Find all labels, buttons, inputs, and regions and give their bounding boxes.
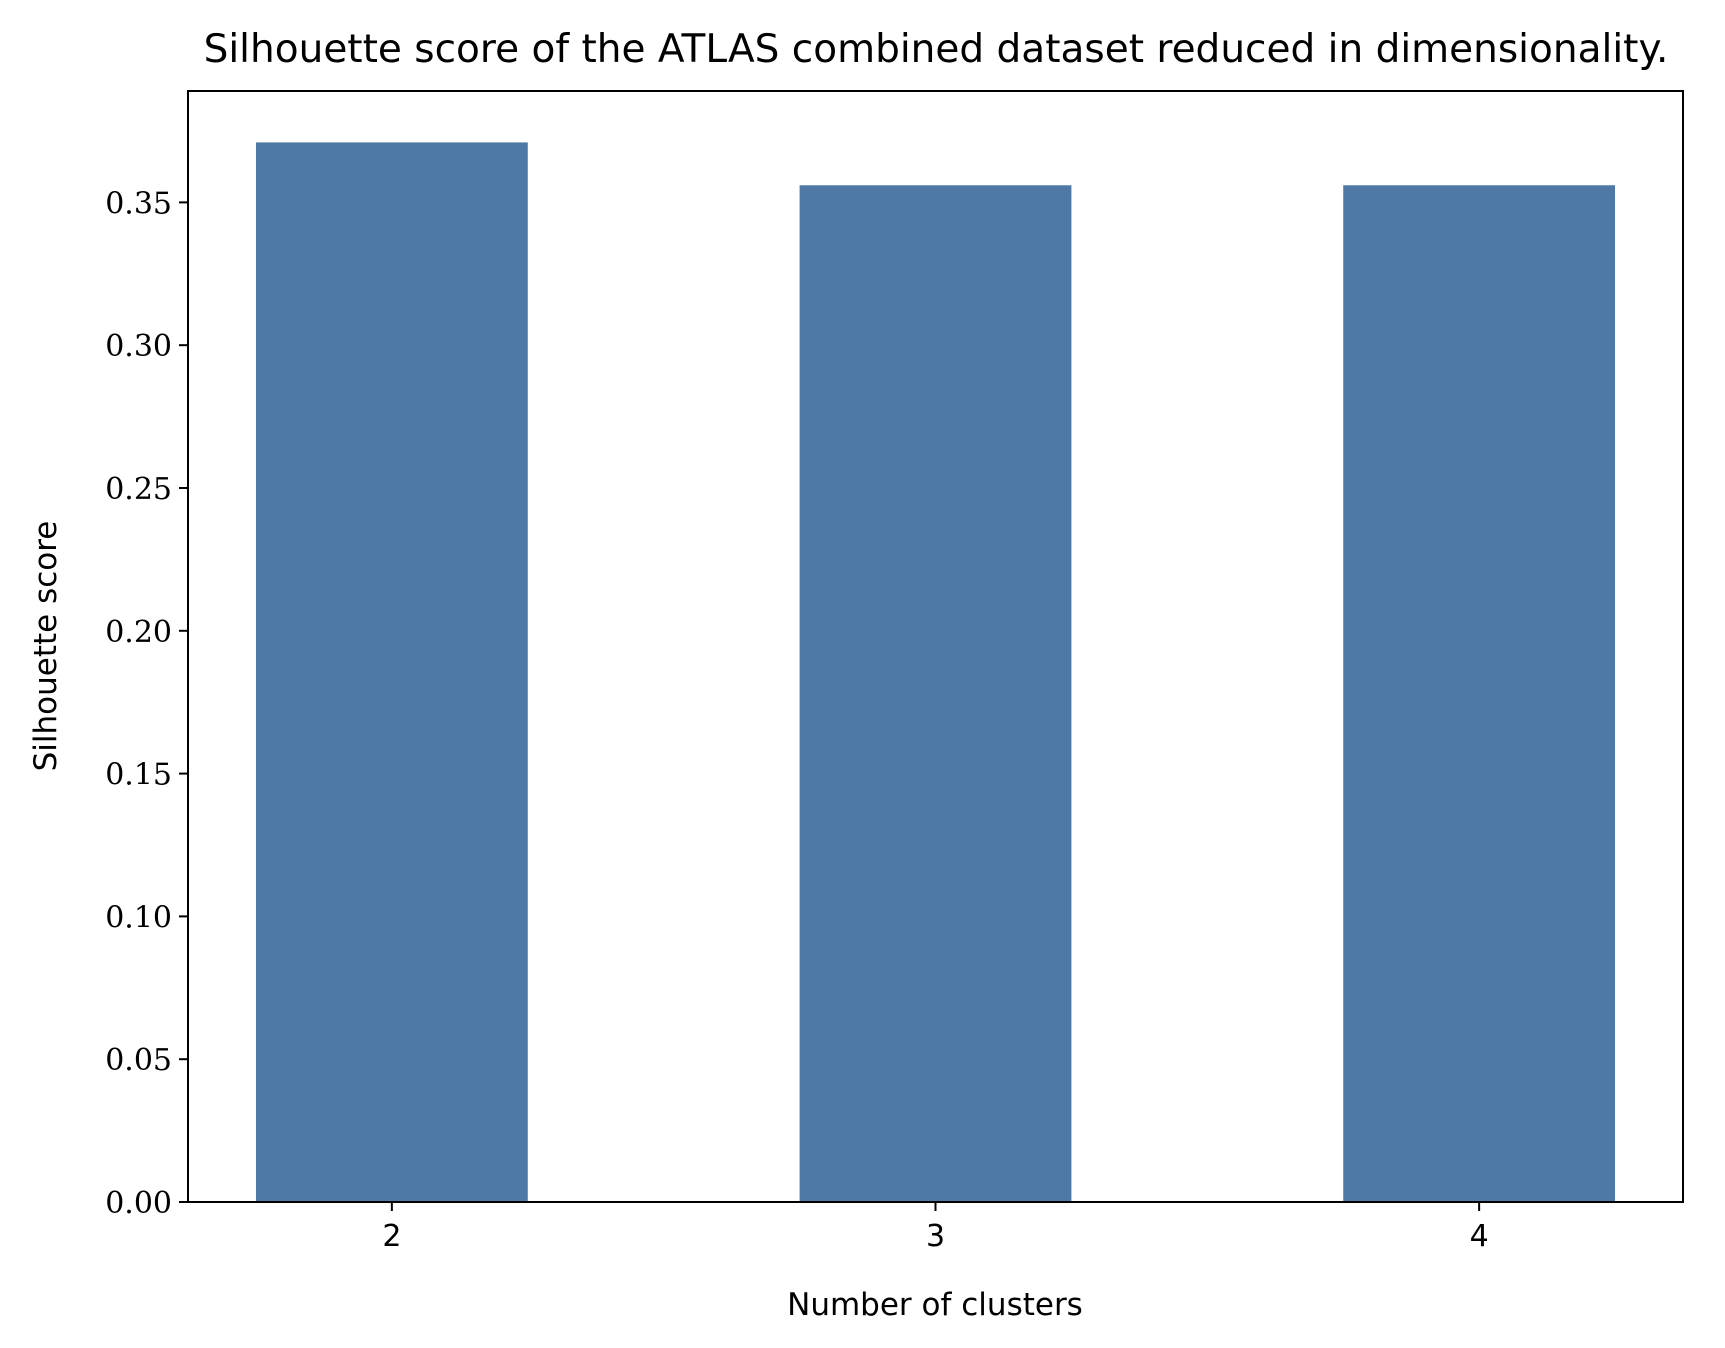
x-tick-label: 2 (382, 1219, 401, 1254)
bar-4 (1343, 185, 1616, 1202)
x-axis-ticks: 2 3 4 (382, 1202, 1489, 1254)
plot-frame (187, 90, 1684, 1203)
y-tick-label: 0.30 (105, 329, 172, 364)
y-axis-label: Silhouette score (28, 521, 64, 772)
x-axis-label: Number of clusters (787, 1287, 1083, 1323)
bar-3 (799, 185, 1072, 1202)
y-tick-label: 0.25 (105, 472, 172, 507)
bars-layer (255, 142, 1616, 1203)
y-tick-label: 0.20 (105, 615, 172, 650)
x-tick-label: 4 (1470, 1219, 1489, 1254)
y-tick-label: 0.05 (105, 1043, 172, 1078)
chart-title: Silhouette score of the ATLAS combined d… (204, 27, 1669, 72)
y-axis-ticks: 0.00 0.05 0.10 0.15 0.20 0.25 0.30 0.35 (105, 186, 188, 1221)
y-tick-label: 0.00 (105, 1186, 172, 1221)
bar-2 (255, 142, 528, 1203)
y-tick-label: 0.35 (105, 186, 172, 221)
y-tick-label: 0.15 (105, 758, 172, 793)
y-tick-label: 0.10 (105, 900, 172, 935)
x-tick-label: 3 (926, 1219, 945, 1254)
